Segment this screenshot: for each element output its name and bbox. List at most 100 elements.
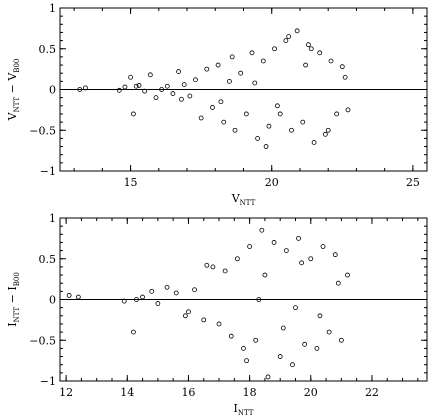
data-point	[193, 77, 198, 83]
data-point	[176, 69, 181, 74]
data-point	[332, 252, 338, 258]
data-point	[218, 99, 224, 105]
data-point	[274, 103, 280, 109]
data-point	[232, 127, 238, 133]
data-point	[266, 123, 272, 129]
y-tick-label: 0.5	[39, 253, 57, 266]
data-point	[170, 91, 176, 96]
x-tick-label: 25	[406, 176, 420, 189]
y-tick-label: −1	[40, 165, 56, 178]
data-point	[122, 84, 128, 90]
data-point	[222, 268, 228, 274]
data-point	[325, 127, 331, 133]
data-point	[283, 38, 289, 43]
y-tick-label: −0.5	[29, 334, 56, 347]
data-point	[263, 144, 269, 149]
data-point	[314, 345, 320, 351]
data-point	[317, 313, 323, 319]
x-tick-label: 15	[124, 176, 138, 189]
data-point	[302, 341, 308, 347]
data-point	[130, 111, 136, 117]
data-point	[303, 62, 309, 68]
data-point	[136, 83, 142, 88]
data-point	[339, 64, 345, 70]
data-point	[192, 287, 197, 293]
data-point	[293, 305, 298, 311]
y-tick-label: 0	[49, 294, 56, 307]
data-point	[342, 74, 348, 80]
data-point	[317, 50, 323, 56]
data-point	[178, 96, 184, 102]
x-tick-label: 22	[365, 386, 379, 399]
data-point	[262, 272, 268, 278]
panel-1: 15 20 25 −1 −0.5 0 0.5 1 VNTT VNTT − VB00	[6, 2, 428, 207]
data-point	[142, 88, 148, 94]
x-axis-title: INTT	[234, 402, 254, 417]
x-tick-label: 20	[304, 386, 318, 399]
data-point	[271, 240, 277, 245]
y-tick-label: 0	[49, 84, 56, 97]
x-tick-label: 14	[120, 386, 134, 399]
data-point	[147, 72, 153, 78]
data-point	[296, 235, 301, 241]
x-tick-label: 18	[243, 386, 257, 399]
data-point	[83, 85, 88, 91]
data-point	[216, 321, 222, 327]
data-point	[326, 329, 332, 335]
data-point	[186, 309, 191, 315]
data-point	[77, 87, 83, 92]
data-point	[299, 260, 305, 266]
data-point	[229, 54, 235, 60]
x-axis-title: VNTT	[231, 192, 256, 207]
data-point	[256, 297, 262, 302]
data-point	[311, 140, 317, 145]
data-point	[210, 105, 215, 110]
data-point	[249, 50, 255, 56]
data-point	[228, 333, 234, 339]
data-point	[334, 111, 340, 117]
data-point	[280, 325, 286, 331]
y-tick-label: −1	[40, 375, 56, 388]
data-point	[322, 131, 328, 137]
data-point	[252, 80, 258, 86]
y-tick-label: 0.5	[39, 43, 57, 56]
data-point	[128, 74, 133, 80]
data-point	[338, 337, 344, 343]
x-tick-label: 12	[59, 386, 73, 399]
data-point	[164, 83, 170, 89]
data-point	[260, 58, 266, 64]
data-point	[290, 362, 295, 368]
data-point	[201, 317, 207, 323]
data-point	[116, 87, 122, 93]
data-point	[335, 280, 341, 286]
data-point	[300, 119, 306, 125]
data-point	[66, 293, 72, 298]
data-point	[255, 135, 261, 141]
data-point	[75, 294, 81, 300]
data-point	[277, 111, 283, 117]
data-point	[238, 70, 244, 76]
data-point	[182, 313, 188, 319]
data-point	[221, 119, 227, 125]
data-point	[164, 284, 170, 290]
y-tick-label: 1	[49, 2, 56, 15]
data-point	[215, 62, 221, 68]
data-point	[253, 337, 259, 343]
y-tick-label: −0.5	[29, 124, 56, 137]
y-axis-title: INTT − IB00	[6, 272, 21, 327]
data-point	[345, 272, 350, 278]
data-point	[173, 290, 179, 296]
data-point	[234, 256, 240, 262]
x-tick-label: 20	[265, 176, 279, 189]
data-point	[286, 34, 292, 39]
data-point	[243, 111, 249, 117]
data-point	[204, 262, 210, 268]
data-point	[345, 107, 351, 113]
y-axis-title: VNTT − VB00	[6, 59, 21, 122]
data-point	[308, 256, 314, 262]
data-point	[133, 83, 139, 89]
data-point	[320, 244, 326, 249]
data-point	[272, 46, 277, 52]
data-point	[259, 227, 265, 233]
